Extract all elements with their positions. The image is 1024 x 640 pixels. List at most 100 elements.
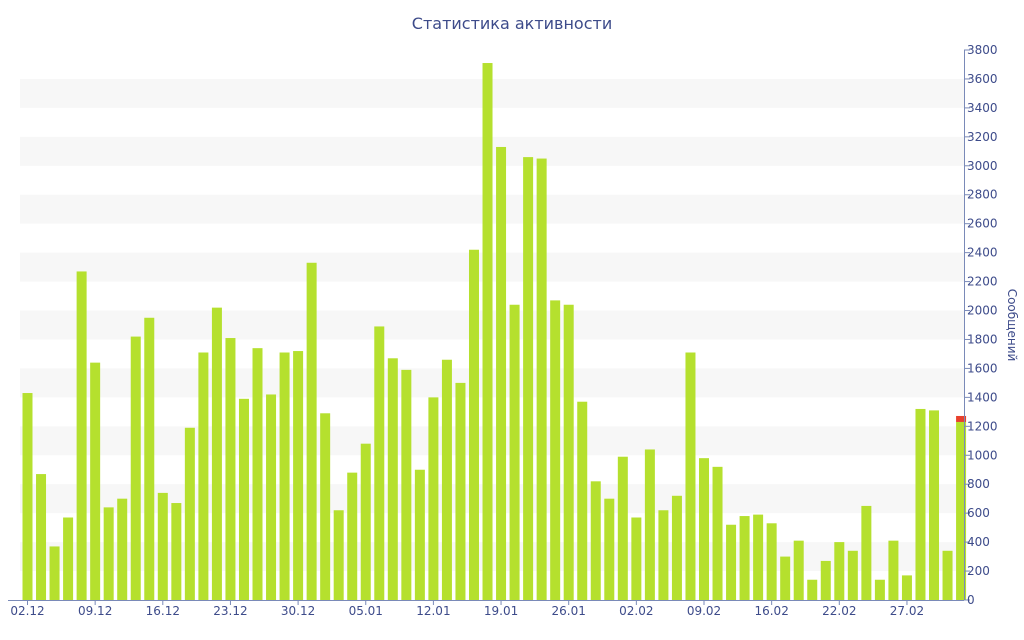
bar <box>211 307 222 600</box>
bar <box>22 393 33 600</box>
x-tick-label: 16.12 <box>146 604 180 618</box>
bar <box>455 382 466 600</box>
bar <box>644 449 655 600</box>
y-tick-labels: 0 200 400 600 800 1000 1200 1400 1600 1800 2000 220… <box>964 43 998 607</box>
bar <box>834 542 845 600</box>
bar <box>509 304 520 600</box>
bar <box>90 362 101 600</box>
bar <box>563 304 574 600</box>
bar <box>320 413 331 600</box>
bar <box>739 516 750 600</box>
bar <box>617 456 628 600</box>
bar <box>414 469 425 600</box>
x-tick-label: 23.12 <box>213 604 247 618</box>
bar <box>631 517 642 600</box>
bar <box>387 358 398 600</box>
y-tick-label: 1600 <box>967 361 998 375</box>
y-axis-title: Сообщений <box>1005 289 1019 362</box>
bar <box>929 410 940 600</box>
y-tick-label: 600 <box>967 506 990 520</box>
bar <box>63 517 74 600</box>
bar <box>523 157 534 601</box>
bar <box>807 579 818 600</box>
y-tick-label: 200 <box>967 564 990 578</box>
y-tick-label: 2000 <box>967 304 998 318</box>
bar <box>49 546 60 600</box>
x-tick-label: 16.02 <box>754 604 788 618</box>
bar <box>130 336 141 600</box>
bar <box>861 505 872 600</box>
bar <box>103 507 114 600</box>
y-tick-label: 400 <box>967 535 990 549</box>
bar <box>915 408 926 600</box>
bar-series <box>22 63 967 601</box>
bar <box>347 472 358 600</box>
bar <box>482 63 493 600</box>
bar <box>198 352 209 600</box>
bar <box>726 524 737 600</box>
axes <box>8 50 965 601</box>
y-tick-label: 1000 <box>967 448 998 462</box>
x-tick-label: 30.12 <box>281 604 315 618</box>
bar <box>956 421 967 600</box>
bar <box>712 466 723 600</box>
x-tick-label: 12.01 <box>416 604 450 618</box>
bar <box>306 262 317 600</box>
bar <box>753 514 764 600</box>
bar <box>144 317 155 600</box>
chart-title: Статистика активности <box>411 14 613 33</box>
x-tick-label: 09.12 <box>78 604 112 618</box>
y-tick-label: 0 <box>967 593 975 607</box>
bar-highlight <box>956 415 967 422</box>
bar <box>888 540 899 600</box>
y-tick-label: 2800 <box>967 188 998 202</box>
bar <box>847 550 858 600</box>
bar <box>874 579 885 600</box>
y-tick-label: 800 <box>967 477 990 491</box>
bar <box>550 300 561 600</box>
bar <box>780 556 791 600</box>
bar <box>76 271 87 600</box>
y-tick-label: 1400 <box>967 390 998 404</box>
x-tick-label: 02.02 <box>619 604 653 618</box>
bar <box>820 560 831 600</box>
bar <box>225 338 236 600</box>
y-tick-label: 1800 <box>967 332 998 346</box>
y-tick-label: 2600 <box>967 217 998 231</box>
bar <box>428 397 439 600</box>
bar <box>266 394 277 600</box>
bar <box>536 158 547 601</box>
y-tick-label: 2400 <box>967 246 998 260</box>
bar <box>671 495 682 600</box>
bar <box>590 481 601 600</box>
bar <box>699 458 709 600</box>
bar <box>117 498 128 600</box>
x-tick-label: 22.02 <box>822 604 856 618</box>
bar <box>374 326 385 600</box>
bar <box>333 510 344 600</box>
bar <box>401 369 412 600</box>
x-tick-label: 09.02 <box>687 604 721 618</box>
x-tick-label: 26.01 <box>552 604 586 618</box>
bar <box>279 352 290 600</box>
x-tick-labels: 02.12 09.12 16.12 23.12 30.12 05.01 12.01 19.01… <box>10 600 924 618</box>
bar <box>184 427 195 600</box>
bar <box>577 401 588 600</box>
bar <box>942 550 953 600</box>
bar <box>793 540 804 600</box>
x-tick-label: 02.12 <box>10 604 44 618</box>
y-tick-label: 1200 <box>967 419 998 433</box>
bar <box>36 474 47 600</box>
bar <box>238 398 249 600</box>
y-tick-label: 2200 <box>967 275 998 289</box>
y-tick-label: 3000 <box>967 159 998 173</box>
bar <box>293 351 304 600</box>
y-tick-label: 3600 <box>967 72 998 86</box>
bar <box>468 249 479 601</box>
bar <box>157 492 168 600</box>
bar <box>658 510 669 600</box>
bar <box>360 443 371 600</box>
y-tick-label: 3400 <box>967 101 998 115</box>
